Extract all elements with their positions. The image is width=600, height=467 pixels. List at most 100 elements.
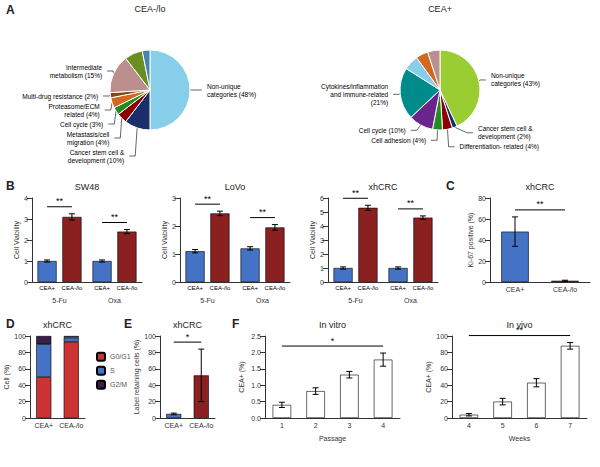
svg-text:CEA+: CEA+ <box>35 422 53 429</box>
svg-text:3: 3 <box>320 237 324 244</box>
svg-text:CEA-/lo: CEA-/lo <box>117 285 138 291</box>
svg-text:Cell Viability: Cell Viability <box>161 221 169 259</box>
svg-text:0: 0 <box>444 415 448 422</box>
svg-text:3: 3 <box>24 216 28 223</box>
svg-text:Oxa: Oxa <box>256 297 269 304</box>
svg-text:F: F <box>232 317 239 331</box>
svg-text:80: 80 <box>18 349 26 356</box>
svg-text:LoVo: LoVo <box>225 182 246 192</box>
svg-text:Cell (%): Cell (%) <box>3 365 11 390</box>
svg-text:1: 1 <box>24 258 28 265</box>
svg-text:2: 2 <box>24 237 28 244</box>
svg-text:0.5: 0.5 <box>251 398 261 405</box>
svg-text:Cell Viability: Cell Viability <box>309 221 317 259</box>
svg-text:60: 60 <box>148 365 156 372</box>
svg-text:0.0: 0.0 <box>251 415 261 422</box>
svg-text:1: 1 <box>172 251 176 258</box>
svg-text:C: C <box>446 179 455 193</box>
svg-text:related (4%): related (4%) <box>64 111 99 119</box>
svg-text:Cell cycle (10%): Cell cycle (10%) <box>359 127 406 135</box>
svg-text:In vitro: In vitro <box>319 320 346 330</box>
svg-text:S: S <box>110 367 115 374</box>
svg-text:CEA+: CEA+ <box>187 285 203 291</box>
svg-text:20: 20 <box>148 398 156 405</box>
svg-text:CEA-/lo: CEA-/lo <box>62 285 83 291</box>
svg-text:CEA-/lo: CEA-/lo <box>210 285 231 291</box>
svg-text:2.0: 2.0 <box>251 349 261 356</box>
svg-text:0: 0 <box>482 279 486 286</box>
svg-text:xhCRC: xhCRC <box>525 182 555 192</box>
svg-text:80: 80 <box>440 349 448 356</box>
svg-text:1: 1 <box>320 265 324 272</box>
svg-text:CEA+: CEA+ <box>506 286 524 293</box>
svg-text:and immune-related: and immune-related <box>330 91 388 98</box>
svg-text:0: 0 <box>24 279 28 286</box>
svg-text:**: ** <box>536 199 544 209</box>
svg-text:60: 60 <box>478 216 486 223</box>
svg-text:Differentiation- related (4%): Differentiation- related (4%) <box>460 143 539 151</box>
svg-text:CEA+: CEA+ <box>335 285 351 291</box>
svg-text:4: 4 <box>381 422 385 429</box>
svg-text:0: 0 <box>152 415 156 422</box>
svg-text:G2/M: G2/M <box>110 381 127 388</box>
svg-text:Oxa: Oxa <box>108 297 121 304</box>
svg-text:xhCRC: xhCRC <box>43 320 73 330</box>
svg-text:3: 3 <box>347 422 351 429</box>
svg-text:metabolism (15%): metabolism (15%) <box>50 72 102 80</box>
svg-text:80: 80 <box>478 195 486 202</box>
svg-text:(21%): (21%) <box>371 99 388 107</box>
svg-text:4: 4 <box>320 223 324 230</box>
svg-text:D: D <box>6 317 15 331</box>
svg-text:60: 60 <box>440 365 448 372</box>
svg-text:CEA-/lo: CEA-/lo <box>413 285 434 291</box>
svg-text:6: 6 <box>320 195 324 202</box>
svg-text:CEA-/lo: CEA-/lo <box>59 422 83 429</box>
svg-text:CEA-/lo: CEA-/lo <box>265 285 286 291</box>
svg-text:**: ** <box>111 212 119 222</box>
svg-text:Cell Viability: Cell Viability <box>13 221 21 259</box>
svg-text:**: ** <box>352 188 360 198</box>
svg-text:1.0: 1.0 <box>251 382 261 389</box>
svg-text:5: 5 <box>501 422 505 429</box>
svg-text:5-Fu: 5-Fu <box>200 297 215 304</box>
svg-text:Non-unique: Non-unique <box>491 72 525 80</box>
svg-text:In vivo: In vivo <box>506 320 532 330</box>
svg-text:*: * <box>186 332 190 342</box>
svg-text:xhCRC: xhCRC <box>173 320 203 330</box>
svg-text:CEA+ (%): CEA+ (%) <box>238 361 246 392</box>
svg-text:0: 0 <box>172 279 176 286</box>
svg-text:2: 2 <box>320 251 324 258</box>
svg-text:Intermediate: Intermediate <box>66 64 103 71</box>
svg-text:**: ** <box>259 207 267 217</box>
svg-text:SW48: SW48 <box>75 182 100 192</box>
svg-text:Cell cycle (3%): Cell cycle (3%) <box>60 121 103 129</box>
svg-text:4: 4 <box>24 195 28 202</box>
svg-text:**: ** <box>56 196 64 206</box>
svg-text:80: 80 <box>148 349 156 356</box>
svg-text:20: 20 <box>478 258 486 265</box>
svg-text:**: ** <box>407 198 415 208</box>
svg-text:A: A <box>6 3 15 17</box>
svg-text:40: 40 <box>148 382 156 389</box>
svg-text:B: B <box>6 179 15 193</box>
svg-text:CEA+: CEA+ <box>390 285 406 291</box>
svg-text:Oxa: Oxa <box>404 297 417 304</box>
svg-text:60: 60 <box>18 365 26 372</box>
svg-text:5: 5 <box>320 209 324 216</box>
svg-text:categories (43%): categories (43%) <box>491 80 540 88</box>
svg-text:2: 2 <box>314 422 318 429</box>
svg-text:100: 100 <box>144 333 156 340</box>
svg-text:Cancer stem cell &: Cancer stem cell & <box>70 149 125 156</box>
svg-text:40: 40 <box>440 382 448 389</box>
svg-text:Metastasis/cell: Metastasis/cell <box>67 131 110 138</box>
svg-text:7: 7 <box>568 422 572 429</box>
svg-text:20: 20 <box>440 398 448 405</box>
svg-text:Cytokines/inflammation: Cytokines/inflammation <box>321 83 389 91</box>
svg-text:1: 1 <box>280 422 284 429</box>
svg-text:3: 3 <box>172 195 176 202</box>
svg-text:100: 100 <box>14 333 26 340</box>
svg-text:2.5: 2.5 <box>251 333 261 340</box>
svg-text:E: E <box>124 317 132 331</box>
svg-text:xhCRC: xhCRC <box>368 182 398 192</box>
svg-text:CEA-/lo: CEA-/lo <box>134 4 165 14</box>
